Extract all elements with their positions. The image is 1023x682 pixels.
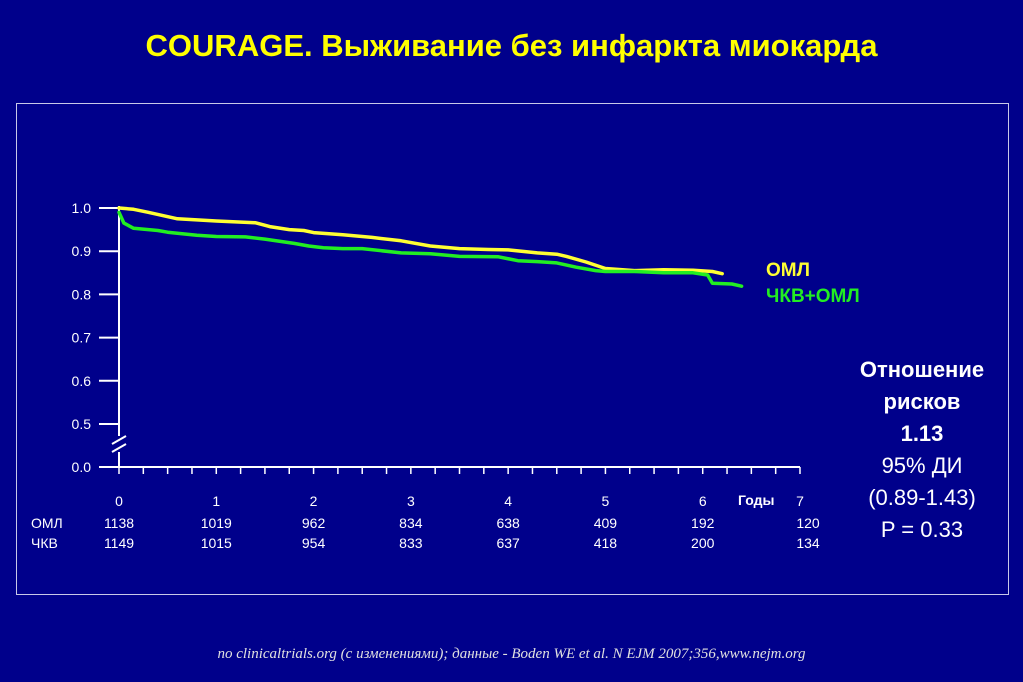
slide-title: COURAGE. Выживание без инфаркта миокарда bbox=[145, 28, 878, 63]
hazard-ratio-label-1: Отношение bbox=[859, 357, 985, 382]
risk-table-cell: 192 bbox=[691, 515, 715, 531]
y-tick-label: 0.0 bbox=[72, 459, 92, 475]
y-tick-label: 0.9 bbox=[72, 243, 92, 259]
risk-table-row-label: ОМЛ bbox=[31, 515, 63, 531]
y-axis-break-mark bbox=[111, 443, 127, 453]
risk-table-row-label: ЧКВ bbox=[31, 535, 58, 551]
series-line-oml bbox=[117, 206, 724, 276]
hazard-ratio-value: 1.13 bbox=[900, 421, 944, 446]
y-tick-label: 1.0 bbox=[72, 200, 92, 216]
risk-table-cell: 638 bbox=[496, 515, 520, 531]
x-tick-label: 4 bbox=[504, 493, 512, 509]
x-tick-label: 2 bbox=[310, 493, 318, 509]
p-value: P = 0.33 bbox=[880, 517, 964, 542]
risk-table-cell: 120 bbox=[796, 515, 820, 531]
x-axis-label: Годы bbox=[738, 492, 774, 508]
risk-table-cell: 834 bbox=[399, 515, 423, 531]
confidence-interval-range: (0.89-1.43) bbox=[868, 485, 976, 510]
confidence-interval-label: 95% ДИ bbox=[881, 453, 963, 478]
risk-table-cell: 200 bbox=[691, 535, 715, 551]
risk-table-cell: 1019 bbox=[201, 515, 232, 531]
risk-table-cell: 418 bbox=[594, 535, 618, 551]
x-tick-label: 0 bbox=[115, 493, 123, 509]
legend-label-oml: ОМЛ bbox=[766, 260, 810, 281]
hazard-ratio-label-2: рисков bbox=[883, 389, 961, 414]
y-tick-label: 0.6 bbox=[72, 373, 92, 389]
risk-table-cell: 962 bbox=[302, 515, 326, 531]
legend-label-pci-oml: ЧКВ+ОМЛ bbox=[766, 286, 860, 307]
hazard-ratio-box: Отношение рисков 1.13 95% ДИ (0.89-1.43)… bbox=[836, 354, 1008, 546]
risk-table-cell: 1015 bbox=[201, 535, 232, 551]
x-tick-label: 5 bbox=[602, 493, 610, 509]
x-tick-label: 1 bbox=[212, 493, 220, 509]
source-footnote: по clinicaltrials.org (с изменениями); д… bbox=[217, 646, 806, 662]
risk-table-cell: 1138 bbox=[104, 515, 134, 531]
risk-table-cell: 833 bbox=[399, 535, 423, 551]
y-tick-label: 0.8 bbox=[72, 286, 92, 302]
risk-table-cell: 954 bbox=[302, 535, 326, 551]
x-tick-label: 6 bbox=[699, 493, 707, 509]
y-axis-break-mark bbox=[111, 435, 127, 445]
y-tick-label: 0.5 bbox=[72, 416, 92, 432]
x-tick-label: 3 bbox=[407, 493, 415, 509]
y-tick-label: 0.7 bbox=[72, 330, 92, 346]
risk-table-cell: 1149 bbox=[104, 535, 134, 551]
x-tick-label: 7 bbox=[796, 493, 804, 509]
series-line-pci-oml bbox=[117, 210, 744, 288]
chart-frame bbox=[16, 103, 1009, 595]
risk-table-cell: 134 bbox=[796, 535, 820, 551]
risk-table-cell: 637 bbox=[496, 535, 520, 551]
risk-table-cell: 409 bbox=[594, 515, 618, 531]
